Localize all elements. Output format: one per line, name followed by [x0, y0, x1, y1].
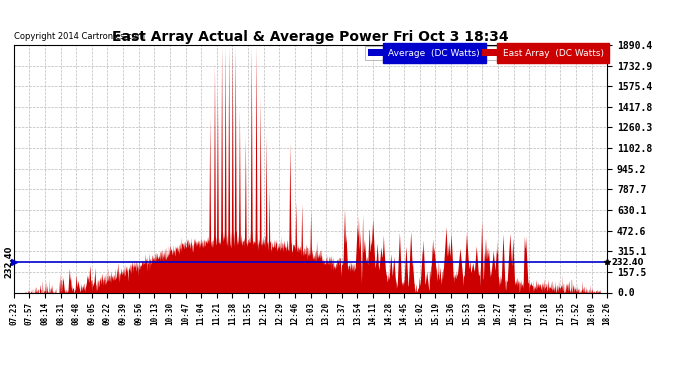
Legend: Average  (DC Watts), East Array  (DC Watts): Average (DC Watts), East Array (DC Watts…	[365, 46, 607, 60]
Text: Copyright 2014 Cartronics.com: Copyright 2014 Cartronics.com	[14, 32, 145, 41]
Text: 232.40: 232.40	[611, 258, 644, 267]
Title: East Array Actual & Average Power Fri Oct 3 18:34: East Array Actual & Average Power Fri Oc…	[112, 30, 509, 44]
Text: 232.40: 232.40	[4, 246, 13, 278]
